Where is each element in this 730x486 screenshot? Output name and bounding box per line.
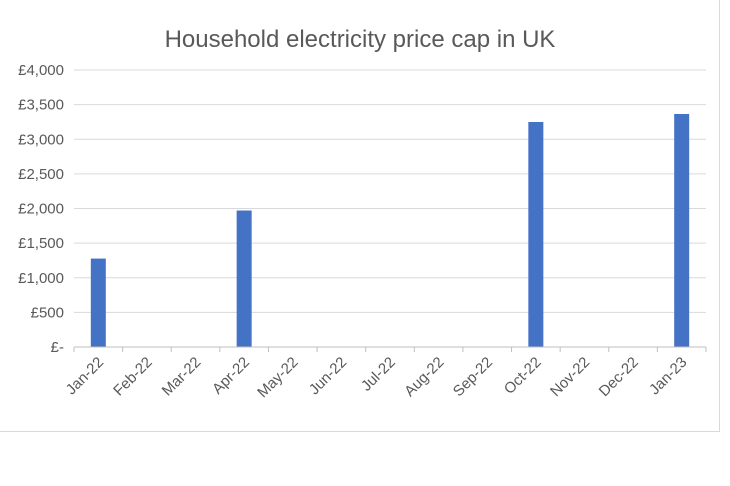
x-tick-label: Dec-22 [596, 354, 642, 400]
x-tick-label: Jun-22 [306, 354, 350, 398]
bar-chart: Household electricity price cap in UK £-… [18, 26, 707, 401]
x-tick-label: Nov-22 [547, 354, 593, 400]
x-tick-label: Jan-22 [63, 354, 107, 398]
y-tick-label: £3,500 [18, 97, 64, 114]
y-tick-label: £2,500 [18, 166, 64, 183]
x-tick-label: Oct-22 [501, 354, 545, 398]
y-tick-label: £1,000 [18, 270, 64, 287]
x-tick-label: Sep-22 [450, 354, 496, 400]
y-tick-label: £- [51, 339, 64, 356]
y-tick-label: £2,000 [18, 201, 64, 218]
bar-jan-23 [674, 113, 690, 347]
y-axis-tick-labels: £- £500 £1,000 £1,500 £2,000 £2,500 £3,000 £3,5… [18, 62, 64, 356]
x-tick-label: Apr-22 [209, 354, 253, 398]
y-tick-label: £3,000 [18, 131, 64, 148]
x-tick-label: May-22 [254, 354, 301, 401]
chart-area: Household electricity price cap in UK £-… [0, 0, 720, 432]
x-axis-tick-labels: Jan-22 Feb-22 Mar-22 Apr-22 May-22 Jun-22 Jul-… [63, 354, 691, 401]
x-tick-label: Jul-22 [358, 354, 399, 395]
chart-title: Household electricity price cap in UK [165, 26, 556, 53]
bar-oct-22 [528, 122, 544, 348]
x-tick-label: Feb-22 [110, 354, 156, 400]
bar-apr-22 [236, 210, 252, 347]
y-tick-label: £1,500 [18, 235, 64, 252]
x-tick-label: Jan-23 [646, 354, 690, 398]
bar-jan-22 [90, 258, 106, 347]
bars [90, 113, 690, 348]
x-axis [73, 346, 707, 352]
gridlines [74, 69, 706, 313]
y-tick-label: £4,000 [18, 62, 64, 79]
x-tick-label: Aug-22 [401, 354, 447, 400]
y-tick-label: £500 [31, 304, 64, 321]
x-tick-label: Mar-22 [159, 354, 205, 400]
